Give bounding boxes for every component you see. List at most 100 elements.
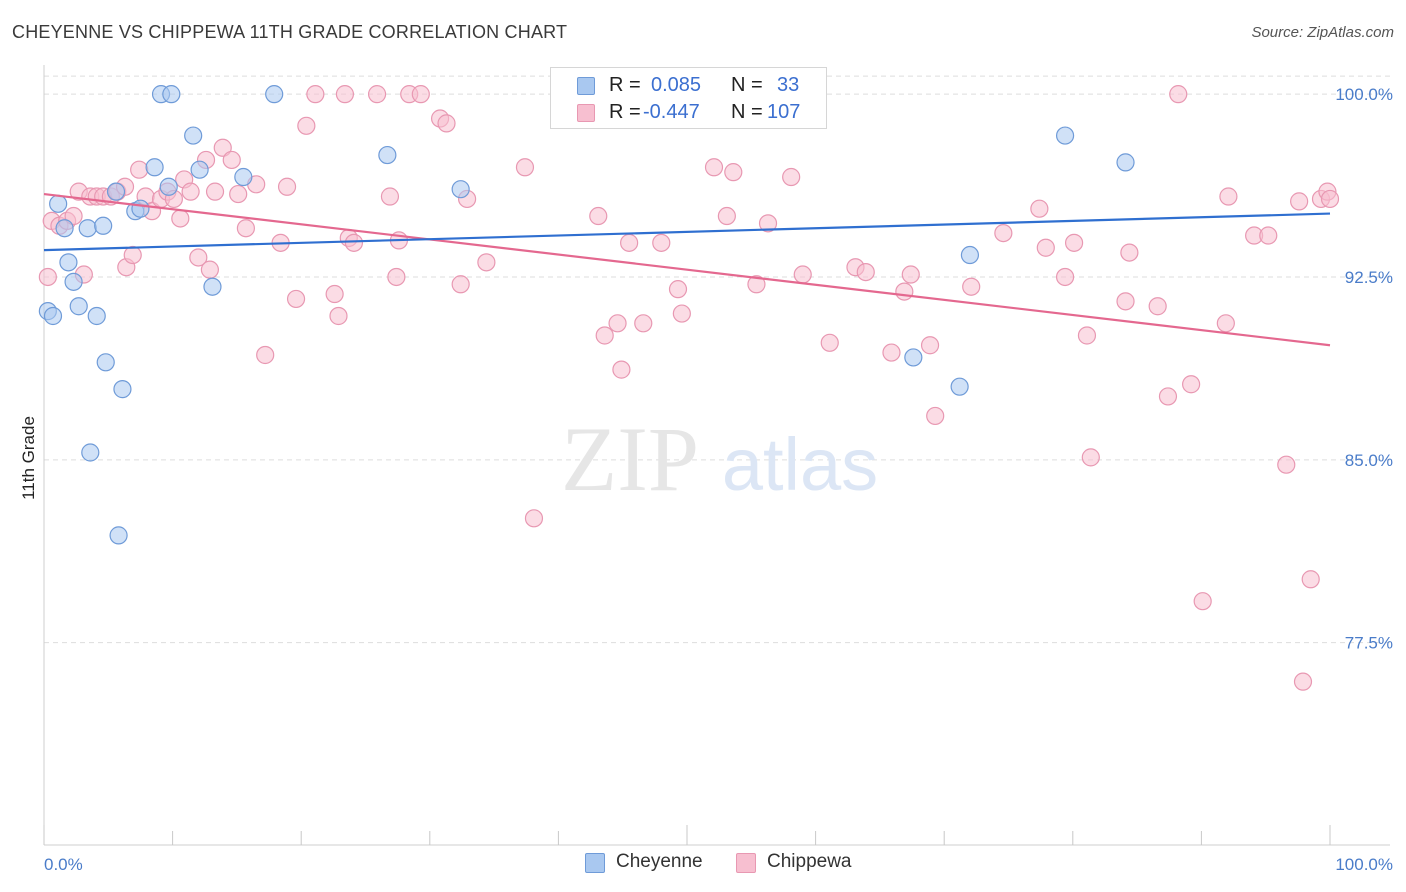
legend-r-label: R = — [609, 74, 641, 96]
chippewa-point — [747, 275, 766, 294]
cheyenne-point — [113, 380, 132, 399]
cheyenne-point — [451, 180, 470, 199]
legend-r-value: 0.085 — [651, 74, 702, 96]
legend-n-value: 33 — [777, 74, 800, 96]
chippewa-point — [222, 150, 241, 170]
cheyenne-point — [162, 85, 181, 104]
chippewa-point — [437, 114, 456, 133]
legend-n-label: N = — [731, 101, 763, 123]
chippewa-swatch — [577, 104, 595, 122]
chippewa-point — [236, 219, 256, 238]
cheyenne-point — [64, 272, 83, 291]
chippewa-point — [1219, 187, 1238, 206]
chippewa-point — [652, 233, 671, 252]
cheyenne-point — [55, 219, 74, 238]
chippewa-point — [668, 280, 688, 299]
chippewa-point — [704, 158, 724, 177]
legend-label-cheyenne: Cheyenne — [616, 851, 703, 872]
cheyenne-point — [904, 348, 923, 367]
source-note: Source: ZipAtlas.com — [1251, 24, 1394, 41]
chippewa-point — [1301, 570, 1320, 589]
chippewa-point — [1259, 226, 1278, 245]
cheyenne-point — [190, 160, 209, 179]
chippewa-point — [380, 187, 400, 206]
chippewa-point — [171, 209, 190, 228]
chippewa-point — [1293, 672, 1313, 691]
cheyenne-point — [145, 158, 164, 177]
cheyenne-point — [159, 177, 178, 196]
cheyenne-point — [59, 253, 78, 272]
chippewa-point — [411, 85, 430, 104]
chippewa-point — [189, 248, 208, 267]
legend-row-chippewa: R = -0.447 N = 107 — [551, 100, 826, 126]
cheyenne-point — [1055, 126, 1075, 145]
cheyenne-point — [106, 182, 126, 201]
chippewa-point — [329, 306, 348, 326]
chippewa-point — [515, 158, 535, 177]
chippewa-point — [1036, 238, 1055, 257]
chippewa-point — [724, 163, 743, 182]
cheyenne-point — [94, 216, 113, 235]
cheyenne-point — [234, 167, 253, 187]
chippewa-point — [994, 223, 1013, 243]
chippewa-point — [213, 138, 232, 157]
chippewa-point — [297, 116, 316, 135]
cheyenne-point — [78, 219, 97, 238]
chippewa-point — [758, 214, 778, 233]
cheyenne-point — [87, 306, 106, 326]
chippewa-point — [277, 177, 297, 196]
chippewa-point — [1182, 375, 1201, 394]
cheyenne-point — [378, 145, 397, 165]
chart-title: CHEYENNE VS CHIPPEWA 11TH GRADE CORRELAT… — [12, 22, 568, 42]
chippewa-point — [926, 406, 945, 426]
chippewa-point — [1030, 199, 1049, 218]
chippewa-point — [1158, 387, 1178, 406]
chippewa-point — [793, 265, 812, 284]
chippewa-point — [882, 343, 901, 362]
legend-n-value: 107 — [767, 101, 801, 123]
y-tick-label: 85.0% — [1345, 451, 1393, 470]
chippewa-point — [1290, 192, 1309, 211]
chippewa-point — [477, 253, 496, 272]
legend-label-chippewa: Chippewa — [767, 851, 852, 872]
chippewa-point — [612, 360, 631, 379]
chippewa-point — [672, 304, 691, 323]
chippewa-points — [38, 85, 1340, 691]
chippewa-point — [1077, 326, 1097, 345]
chippewa-point — [962, 277, 981, 296]
chippewa-point — [820, 333, 839, 352]
stats-legend: R = 0.085 N = 33 R = -0.447 N = 107 — [550, 67, 827, 129]
chippewa-legend-swatch — [736, 853, 756, 873]
cheyenne-point — [950, 377, 969, 396]
cheyenne-point — [131, 199, 150, 218]
cheyenne-point — [96, 353, 115, 372]
chippewa-point — [1055, 267, 1075, 287]
chippewa-point — [1116, 292, 1135, 311]
chippewa-point — [1216, 314, 1235, 333]
cheyenne-point — [49, 194, 68, 213]
chippewa-point — [130, 160, 149, 179]
chippewa-trend-line — [43, 192, 1331, 347]
chippewa-point — [620, 233, 639, 252]
y-tick-label: 92.5% — [1345, 268, 1393, 287]
watermark-zip: ZIP — [561, 408, 699, 510]
chippewa-point — [286, 289, 306, 309]
cheyenne-legend-swatch — [585, 853, 605, 873]
chippewa-point — [1193, 592, 1212, 611]
chippewa-point — [589, 206, 608, 226]
cheyenne-swatch — [577, 77, 595, 95]
chippewa-point — [1120, 243, 1139, 262]
chippewa-point — [306, 85, 325, 104]
chippewa-point — [1277, 455, 1296, 474]
legend-r-label: R = — [609, 101, 641, 123]
chippewa-point — [229, 184, 248, 204]
cheyenne-point — [265, 85, 284, 104]
tick-labels: 100.0% 92.5% 85.0% 77.5% 0.0% 100.0% — [44, 85, 1393, 874]
chippewa-point — [856, 262, 875, 282]
chippewa-point — [920, 336, 940, 355]
chippewa-point — [895, 282, 914, 301]
cheyenne-trend-line — [43, 212, 1331, 252]
watermark-atlas: atlas — [722, 423, 878, 506]
watermark: ZIP atlas — [561, 408, 878, 510]
chippewa-point — [387, 267, 406, 287]
